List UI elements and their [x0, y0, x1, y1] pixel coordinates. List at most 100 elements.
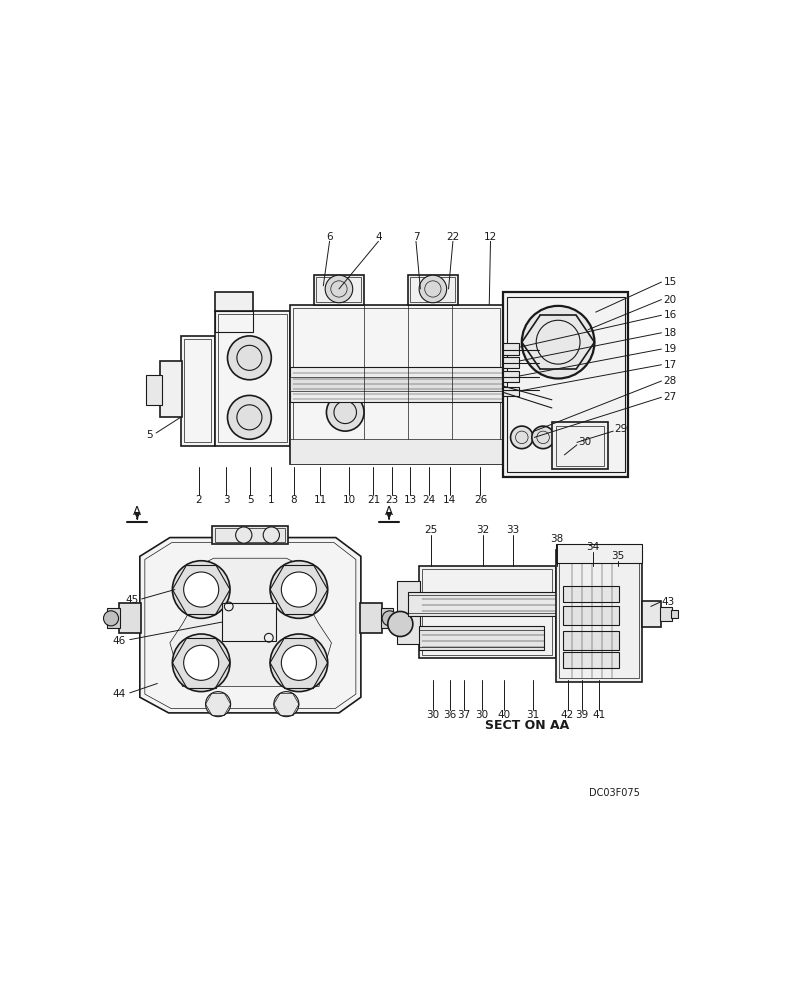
Circle shape — [419, 275, 447, 303]
Text: 18: 18 — [663, 328, 676, 338]
Bar — [563, 631, 620, 650]
Text: 21: 21 — [367, 495, 380, 505]
Bar — [293, 308, 500, 461]
Text: 36: 36 — [443, 710, 457, 720]
Bar — [552, 422, 608, 469]
Text: 39: 39 — [575, 710, 588, 720]
Text: 23: 23 — [385, 495, 398, 505]
Text: 40: 40 — [497, 710, 510, 720]
Bar — [659, 607, 672, 621]
Circle shape — [388, 611, 413, 637]
Text: 35: 35 — [611, 551, 625, 561]
Text: 5: 5 — [246, 495, 254, 505]
Bar — [503, 371, 519, 382]
Text: 7: 7 — [413, 232, 419, 242]
Text: 2: 2 — [196, 495, 202, 505]
Circle shape — [172, 561, 230, 618]
Bar — [423, 569, 553, 655]
Bar — [503, 292, 629, 477]
Circle shape — [103, 611, 119, 626]
Bar — [184, 339, 211, 442]
Text: 45: 45 — [125, 595, 139, 605]
Circle shape — [325, 275, 353, 303]
Bar — [107, 608, 120, 628]
Text: 20: 20 — [663, 295, 676, 305]
Text: 30: 30 — [427, 710, 440, 720]
Text: 14: 14 — [443, 495, 457, 505]
Text: 37: 37 — [457, 710, 471, 720]
Bar — [408, 595, 564, 613]
Text: 3: 3 — [223, 495, 229, 505]
Text: 6: 6 — [326, 232, 333, 242]
Circle shape — [326, 394, 364, 431]
Bar — [215, 311, 253, 332]
Polygon shape — [140, 538, 361, 713]
Bar — [563, 606, 620, 625]
Circle shape — [205, 692, 230, 717]
Text: 15: 15 — [663, 277, 676, 287]
Bar — [419, 626, 545, 650]
Circle shape — [270, 634, 328, 692]
Circle shape — [281, 645, 317, 680]
Text: 38: 38 — [550, 534, 563, 544]
Text: A: A — [385, 505, 393, 518]
Text: 4: 4 — [375, 232, 381, 242]
Text: 22: 22 — [446, 232, 460, 242]
Bar — [317, 277, 361, 302]
Text: 30: 30 — [475, 710, 488, 720]
Bar — [290, 377, 503, 391]
Bar — [213, 526, 288, 544]
Bar — [222, 603, 276, 641]
Text: 24: 24 — [423, 495, 436, 505]
Text: 46: 46 — [113, 636, 126, 646]
Text: 26: 26 — [473, 495, 487, 505]
Bar — [180, 336, 215, 446]
Text: 42: 42 — [561, 710, 574, 720]
Circle shape — [532, 426, 554, 449]
Text: 30: 30 — [579, 437, 591, 447]
Bar — [215, 292, 253, 311]
Bar — [556, 550, 642, 682]
Text: 27: 27 — [663, 392, 676, 402]
Bar — [360, 603, 382, 633]
Bar — [642, 601, 661, 627]
Text: 11: 11 — [314, 495, 326, 505]
Bar — [563, 586, 620, 602]
Text: 28: 28 — [663, 376, 676, 386]
Bar — [119, 603, 141, 633]
Bar — [146, 375, 162, 405]
Bar — [408, 592, 564, 616]
Text: 12: 12 — [484, 232, 497, 242]
Bar — [503, 357, 519, 368]
Bar — [410, 277, 456, 302]
Circle shape — [183, 645, 219, 680]
Bar — [161, 361, 183, 417]
Circle shape — [228, 395, 271, 439]
Text: 19: 19 — [663, 344, 676, 354]
Circle shape — [511, 426, 533, 449]
Text: 41: 41 — [592, 710, 605, 720]
Text: 5: 5 — [145, 430, 153, 440]
Bar — [419, 630, 545, 647]
Circle shape — [172, 634, 230, 692]
Bar — [556, 426, 604, 466]
Bar — [290, 439, 503, 464]
Circle shape — [263, 527, 280, 543]
Bar — [503, 387, 519, 396]
Bar — [218, 314, 287, 442]
Bar — [314, 275, 364, 305]
Bar — [507, 297, 625, 472]
Text: 1: 1 — [268, 495, 275, 505]
Text: DC03F075: DC03F075 — [589, 788, 640, 798]
Bar — [563, 652, 620, 668]
Bar — [290, 305, 503, 464]
Circle shape — [274, 692, 299, 717]
Text: 8: 8 — [291, 495, 297, 505]
Circle shape — [270, 561, 328, 618]
Text: 44: 44 — [113, 689, 126, 699]
Text: 17: 17 — [663, 360, 676, 370]
Circle shape — [281, 572, 317, 607]
Text: 13: 13 — [404, 495, 417, 505]
Text: 10: 10 — [343, 495, 356, 505]
Text: 16: 16 — [663, 310, 676, 320]
